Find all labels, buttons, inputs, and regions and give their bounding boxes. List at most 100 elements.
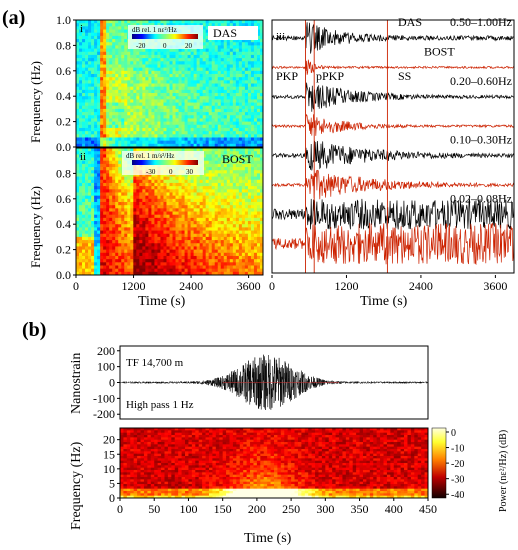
- spectrogram-cell: [145, 112, 149, 116]
- spectrogram-cell: [130, 118, 134, 122]
- spectrogram-cell: [142, 140, 146, 145]
- spectrogram-cell: [91, 167, 95, 171]
- spectrogram-cell: [124, 26, 128, 30]
- spectrogram-cell: [223, 271, 228, 275]
- spectrogram-cell: [88, 211, 92, 216]
- spectrogram-cell: [151, 127, 155, 132]
- spectrogram-cell: [193, 262, 198, 266]
- spectrogram-cell: [199, 189, 204, 193]
- spectrogram-cell: [118, 77, 122, 81]
- spectrogram-cell: [202, 58, 207, 62]
- spectrogram-cell: [130, 252, 134, 257]
- spectrogram-cell: [235, 195, 240, 200]
- spectrogram-cell: [199, 51, 204, 56]
- spectrogram-cell: [250, 127, 255, 132]
- spectrogram-cell: [148, 259, 152, 263]
- spectrogram-das: i DAS dB rel. 1 nε²/Hz -20 0 20 0.00.20.…: [28, 13, 264, 154]
- spectrogram-cell: [160, 262, 164, 266]
- spectrogram-cell: [205, 42, 210, 46]
- spectrogram-cell: [148, 67, 152, 72]
- spectrogram-cell: [214, 45, 219, 49]
- spectrogram-cell: [250, 99, 255, 103]
- spectrogram-cell: [115, 48, 119, 53]
- spectrogram-cell: [208, 77, 213, 81]
- spectrogram-cell: [97, 167, 101, 171]
- spectrogram-cell: [106, 140, 110, 145]
- spectrogram-cell: [253, 51, 258, 56]
- spectrogram-cell: [232, 227, 237, 231]
- spectrogram-cell: [154, 131, 158, 135]
- spectrogram-cell: [166, 236, 170, 241]
- spectrogram-cell: [238, 151, 243, 155]
- spectrogram-cell: [136, 227, 140, 231]
- spectrogram-cell: [235, 249, 240, 254]
- spectrogram-cell: [172, 140, 176, 145]
- spectrogram-cell: [244, 42, 249, 46]
- spectrogram-cell: [79, 189, 83, 193]
- spectrogram-cell: [79, 179, 83, 184]
- spectrogram-cell: [256, 182, 261, 187]
- spectrogram-cell: [169, 176, 173, 181]
- spectrogram-cell: [184, 265, 188, 270]
- spectrogram-cell: [238, 51, 243, 56]
- spectrogram-cell: [214, 140, 219, 145]
- spectrogram-cell: [76, 230, 80, 235]
- spectrogram-cell: [202, 77, 207, 81]
- spectrogram-cell: [175, 64, 179, 69]
- spectrogram-cell: [238, 179, 243, 184]
- spectrogram-cell: [193, 54, 198, 59]
- spectrogram-cell: [193, 105, 198, 110]
- spectrogram-cell: [103, 108, 107, 113]
- spectrogram-cell: [163, 221, 167, 225]
- spectrogram-cell: [157, 176, 161, 181]
- spectrogram-cell: [160, 86, 164, 91]
- spectrogram-cell: [91, 249, 95, 254]
- spectrogram-cell: [76, 64, 80, 69]
- spectrogram-cell: [79, 163, 83, 168]
- spectrogram-cell: [211, 102, 216, 107]
- spectrogram-cell: [103, 154, 107, 158]
- spectrogram-cell: [139, 127, 143, 132]
- spectrogram-cell: [109, 176, 113, 181]
- spectrogram-cell: [139, 227, 143, 231]
- bost-cb-tick: -30: [146, 168, 156, 176]
- spectrogram-cell: [82, 262, 86, 266]
- spectrogram-cell: [136, 105, 140, 110]
- spectrogram-cell: [169, 173, 173, 177]
- spectrogram-cell: [106, 115, 110, 119]
- spectrogram-cell: [133, 224, 137, 228]
- spectrogram-cell: [202, 167, 207, 171]
- spectrogram-cell: [223, 173, 228, 177]
- spectrogram-cell: [223, 268, 228, 273]
- spectrogram-cell: [94, 148, 98, 152]
- spectrogram-cell: [169, 198, 173, 203]
- spectrogram-cell: [136, 252, 140, 257]
- spectrogram-cell: [172, 118, 176, 122]
- spectrogram-cell: [91, 86, 95, 91]
- spectrogram-cell: [247, 265, 252, 270]
- spectrogram-cell: [106, 143, 110, 147]
- spectrogram-cell: [211, 73, 216, 78]
- spectrogram-cell: [91, 124, 95, 129]
- spectrogram-cell: [121, 108, 125, 113]
- spectrogram-cell: [172, 105, 176, 110]
- spectrogram-cell: [148, 112, 152, 116]
- spectrogram-cell: [154, 271, 158, 275]
- spectrogram-cell: [115, 86, 119, 91]
- spectrogram-cell: [127, 148, 131, 152]
- spectrogram-cell: [91, 201, 95, 206]
- spectrogram-cell: [109, 58, 113, 62]
- spectrogram-cell: [133, 208, 137, 212]
- spectrogram-cell: [217, 64, 222, 69]
- spectrogram-cell: [76, 54, 80, 59]
- spectrogram-cell: [142, 271, 146, 275]
- spectrogram-cell: [109, 179, 113, 184]
- spectrogram-cell: [103, 205, 107, 209]
- spectrogram-cell: [172, 67, 176, 72]
- spectrogram-cell: [208, 160, 213, 165]
- spectrogram-cell: [232, 198, 237, 203]
- spectrogram-cell: [94, 45, 98, 49]
- spectrogram-cell: [136, 134, 140, 138]
- spectrogram-cell: [97, 217, 101, 222]
- spectrogram-cell: [82, 127, 86, 132]
